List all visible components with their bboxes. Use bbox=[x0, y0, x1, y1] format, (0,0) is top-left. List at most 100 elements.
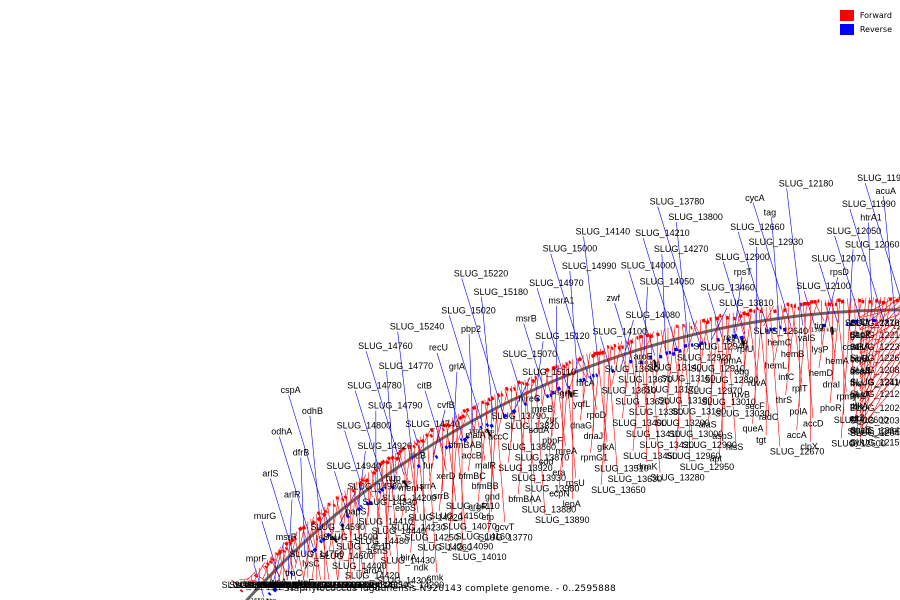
forward-leader-line bbox=[725, 314, 737, 443]
forward-gene-label: SLUG_14410 bbox=[358, 516, 413, 526]
forward-leader-line bbox=[697, 317, 708, 386]
forward-gene-label: hemD bbox=[809, 368, 834, 378]
forward-leader-line bbox=[335, 497, 347, 542]
forward-gene-label: SLUG_12080 bbox=[850, 365, 900, 375]
forward-gene bbox=[753, 309, 756, 314]
forward-gene-label: SLUG_14620 bbox=[315, 580, 370, 590]
forward-gene bbox=[620, 345, 625, 350]
forward-leader-line bbox=[671, 326, 682, 407]
reverse-gene-label: SLUG_14780 bbox=[347, 381, 402, 391]
reverse-gene bbox=[700, 341, 704, 346]
reverse-gene bbox=[852, 319, 856, 324]
forward-gene-label: SLUG_14420 bbox=[345, 571, 400, 581]
forward-gene bbox=[247, 581, 253, 587]
reverse-leader-line bbox=[708, 292, 723, 339]
reverse-gene-label: odhA bbox=[271, 427, 292, 437]
forward-gene bbox=[340, 497, 345, 502]
reverse-gene bbox=[589, 375, 592, 380]
forward-gene-label: mreB bbox=[532, 404, 554, 414]
forward-gene bbox=[275, 552, 280, 557]
reverse-gene-label: murG bbox=[254, 511, 277, 521]
forward-gene bbox=[343, 495, 348, 500]
forward-leader-line bbox=[859, 360, 900, 438]
kbp-tick-label: 1650 kbp bbox=[250, 598, 276, 600]
forward-gene-label: efp bbox=[481, 512, 494, 522]
forward-leader-line bbox=[382, 455, 393, 581]
forward-gene-label: SLUG_14350 bbox=[354, 580, 409, 590]
forward-leader-line bbox=[278, 539, 289, 581]
forward-gene-label: tig bbox=[814, 321, 824, 331]
forward-gene-label: SLUG_14820 bbox=[229, 580, 284, 590]
forward-leader-line bbox=[818, 299, 830, 368]
reverse-gene bbox=[866, 318, 869, 322]
forward-gene bbox=[458, 415, 463, 421]
forward-gene-label: asd bbox=[249, 580, 264, 590]
forward-gene-label: SLUG_14570 bbox=[319, 580, 374, 590]
forward-gene-label: SLUG_13670 bbox=[618, 375, 673, 385]
reverse-gene bbox=[545, 394, 550, 399]
forward-gene-label: gpsA bbox=[373, 580, 394, 590]
forward-gene-label: SLUG_14950 bbox=[242, 580, 297, 590]
forward-leader-line bbox=[579, 352, 591, 421]
forward-gene-label: SLUG_12950 bbox=[680, 462, 735, 472]
forward-gene-label: femB bbox=[294, 580, 315, 590]
forward-gene-label: SLUG_14910 bbox=[247, 580, 302, 590]
forward-gene-label: argR bbox=[468, 502, 488, 512]
forward-gene-label: thiI bbox=[850, 401, 862, 411]
forward-gene bbox=[420, 438, 425, 444]
reverse-gene bbox=[465, 435, 470, 440]
forward-leader-line bbox=[859, 353, 900, 392]
forward-leader-line bbox=[569, 356, 580, 389]
forward-leader-line bbox=[419, 430, 431, 451]
reverse-gene-label: SLUG_11990 bbox=[842, 199, 896, 209]
forward-gene bbox=[715, 316, 720, 321]
forward-gene bbox=[555, 364, 559, 369]
forward-gene-label: ruvB bbox=[731, 389, 750, 399]
forward-gene-label: SLUG_14560 bbox=[306, 580, 361, 590]
forward-leader-line bbox=[859, 325, 900, 390]
forward-gene bbox=[649, 334, 654, 339]
forward-gene bbox=[613, 343, 617, 348]
forward-gene-label: SLUG_14720 bbox=[278, 580, 333, 590]
forward-gene bbox=[332, 503, 337, 508]
reverse-gene-label: SLUG_13810 bbox=[719, 298, 774, 308]
forward-gene-label: asnS bbox=[367, 546, 388, 556]
reverse-gene-label: msrR bbox=[276, 532, 298, 542]
reverse-gene-label: SLUG_14210 bbox=[635, 228, 690, 238]
forward-gene bbox=[316, 516, 322, 522]
reverse-gene bbox=[886, 319, 889, 323]
reverse-gene bbox=[444, 445, 449, 450]
reverse-gene-label: odhB bbox=[302, 406, 323, 416]
forward-gene-label: SLUG_14260 bbox=[417, 543, 472, 553]
reverse-gene bbox=[535, 397, 540, 402]
reverse-gene bbox=[447, 444, 452, 449]
forward-gene-label: SLUG_12260 bbox=[850, 353, 900, 363]
forward-gene bbox=[465, 407, 470, 413]
reverse-gene-label: SLUG_15240 bbox=[390, 322, 445, 332]
forward-gene-label: SLUG_13280 bbox=[650, 473, 705, 483]
reverse-leader-line bbox=[452, 371, 458, 444]
forward-leader-line bbox=[847, 298, 858, 427]
forward-gene bbox=[324, 509, 328, 514]
forward-gene bbox=[895, 298, 899, 303]
reverse-gene-label: grlA bbox=[449, 362, 465, 372]
forward-gene-label: SLUG_14290 bbox=[390, 580, 445, 590]
forward-gene bbox=[742, 311, 747, 316]
forward-leader-line bbox=[628, 339, 640, 408]
forward-gene bbox=[534, 376, 538, 380]
forward-gene-label: trpA bbox=[281, 580, 298, 590]
reverse-gene-label: SLUG_12050 bbox=[827, 226, 882, 236]
forward-gene-label: dapA bbox=[262, 580, 283, 590]
forward-leader-line bbox=[780, 304, 792, 350]
forward-leader-line bbox=[859, 344, 900, 379]
forward-gene-label: xerD bbox=[436, 471, 456, 481]
forward-gene bbox=[512, 386, 517, 391]
forward-gene bbox=[525, 381, 530, 387]
forward-gene bbox=[800, 302, 803, 307]
forward-leader-line bbox=[320, 502, 331, 523]
kbp-tick-label: 1550 kbp bbox=[386, 480, 412, 486]
forward-gene-label: obg bbox=[734, 367, 749, 377]
forward-gene bbox=[806, 301, 811, 306]
forward-leader-line bbox=[791, 303, 803, 384]
reverse-gene-label: rpsD bbox=[830, 267, 850, 277]
